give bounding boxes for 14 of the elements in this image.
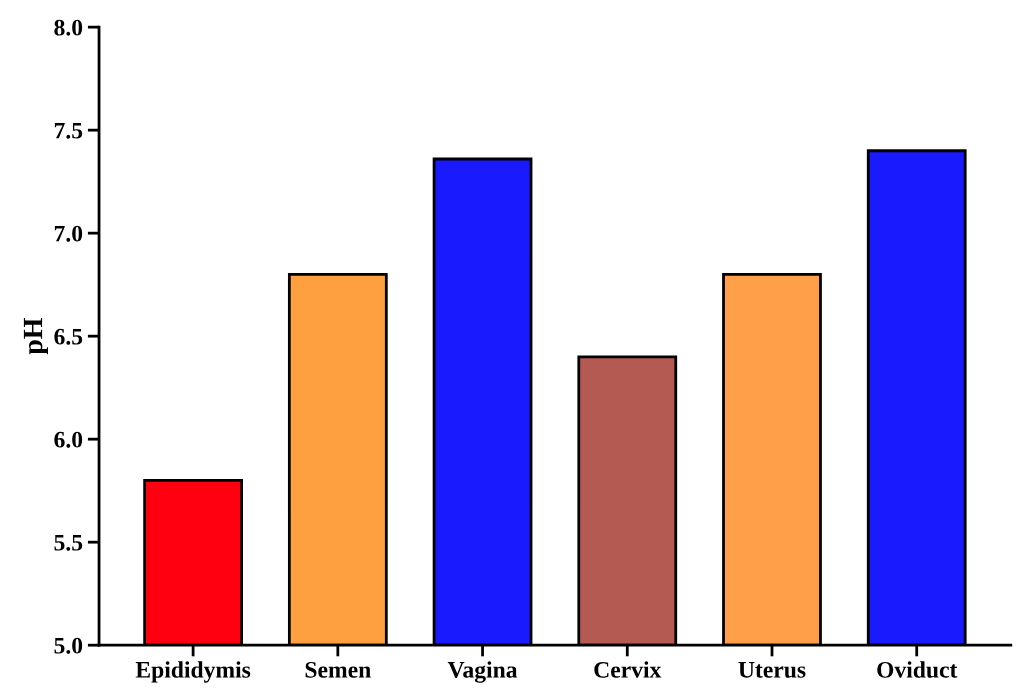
x-tick-label: Vagina (447, 661, 518, 683)
x-tick-label: Oviduct (877, 661, 958, 678)
y-tick-label: 7.0 (54, 225, 83, 242)
y-tick-label: 6.0 (54, 431, 83, 448)
y-tick-label: 5.0 (54, 637, 83, 654)
y-tick-label: 6.5 (54, 328, 83, 345)
y-tick-label: 8.0 (54, 19, 83, 36)
y-tick-label: 7.5 (54, 122, 83, 139)
x-tick-label: Uterus (738, 662, 806, 678)
y-tick-label: 5.5 (54, 534, 83, 551)
x-tick-label: Epididymis (135, 661, 251, 683)
y-axis-title: pH (23, 318, 48, 355)
x-tick-label: Cervix (594, 661, 662, 678)
x-tick-label: Semen (305, 661, 371, 678)
